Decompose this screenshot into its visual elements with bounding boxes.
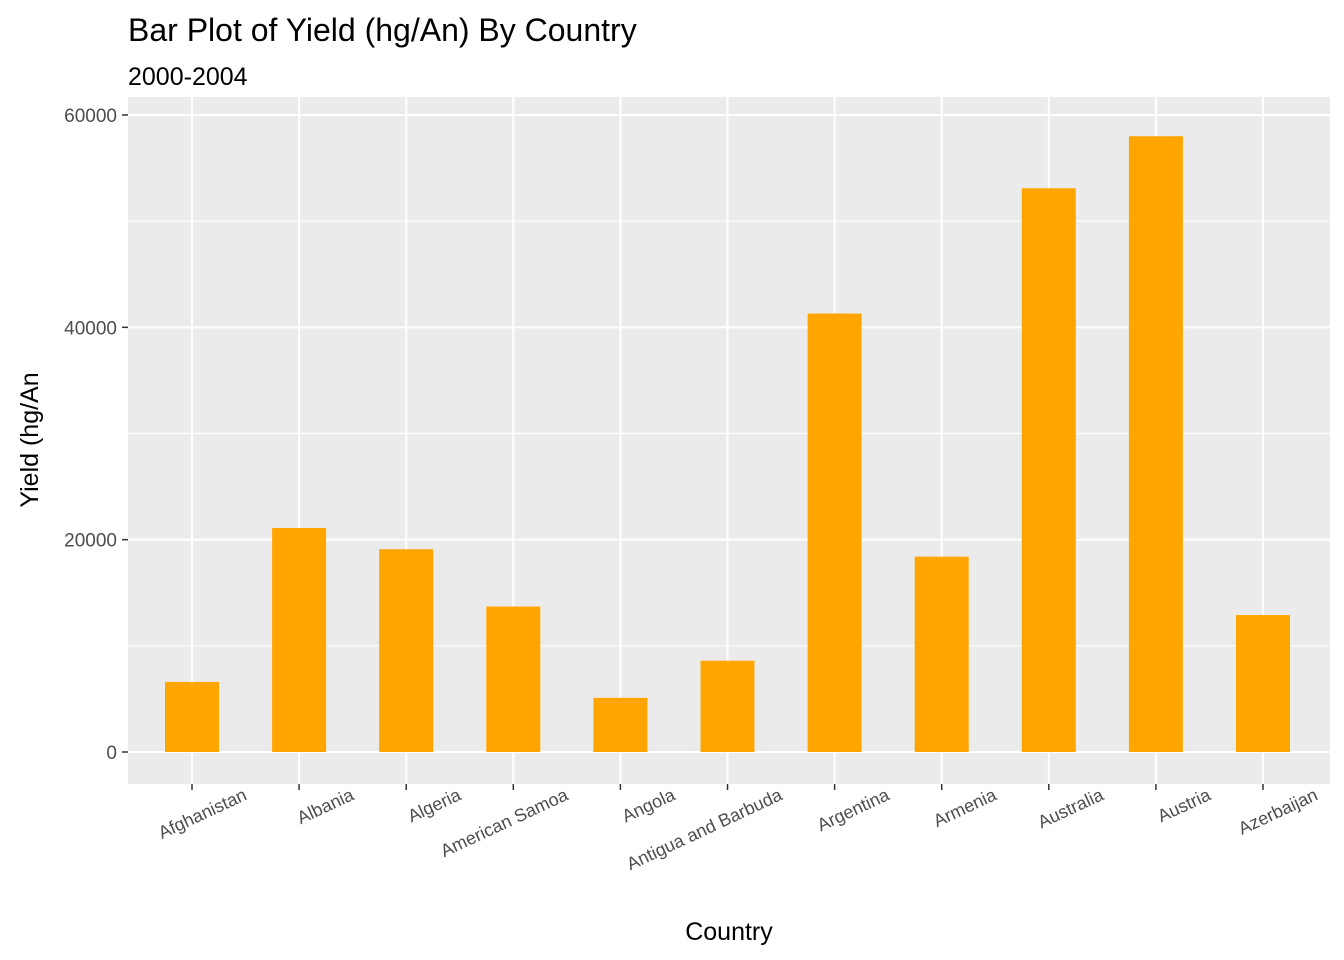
- x-tick-label: Azerbaijan: [1235, 784, 1321, 838]
- y-tick-label: 60000: [64, 106, 117, 127]
- x-tick-label: Albania: [294, 784, 358, 828]
- x-tick-label: Austria: [1154, 784, 1214, 826]
- bar: [486, 606, 541, 752]
- x-tick-label: Armenia: [930, 784, 1000, 831]
- x-tick-label: Australia: [1035, 784, 1108, 832]
- bar: [593, 697, 648, 752]
- bar: [1236, 615, 1290, 752]
- bar: [914, 556, 969, 752]
- bar: [1021, 188, 1076, 752]
- bar: [379, 549, 434, 752]
- y-axis-label: Yield (hg/An: [16, 372, 44, 507]
- bar: [1128, 136, 1183, 752]
- chart-subtitle: 2000-2004: [128, 63, 248, 91]
- x-tick-label: Argentina: [814, 784, 893, 835]
- bars: [165, 136, 1290, 752]
- y-tick-label: 40000: [64, 318, 117, 339]
- y-tick-label: 20000: [64, 531, 117, 552]
- y-axis: 0 20000 40000 60000: [64, 106, 128, 764]
- bar: [165, 681, 219, 752]
- x-tick-label: Angola: [619, 784, 679, 826]
- x-tick-label: Algeria: [405, 784, 465, 826]
- chart-title: Bar Plot of Yield (hg/An) By Country: [128, 12, 637, 48]
- bar: [272, 527, 327, 752]
- x-axis-label: Country: [685, 918, 773, 946]
- y-tick-label: 0: [106, 743, 117, 764]
- bar: [807, 313, 862, 752]
- bar: [700, 660, 755, 752]
- x-tick-label: Afghanistan: [155, 784, 250, 842]
